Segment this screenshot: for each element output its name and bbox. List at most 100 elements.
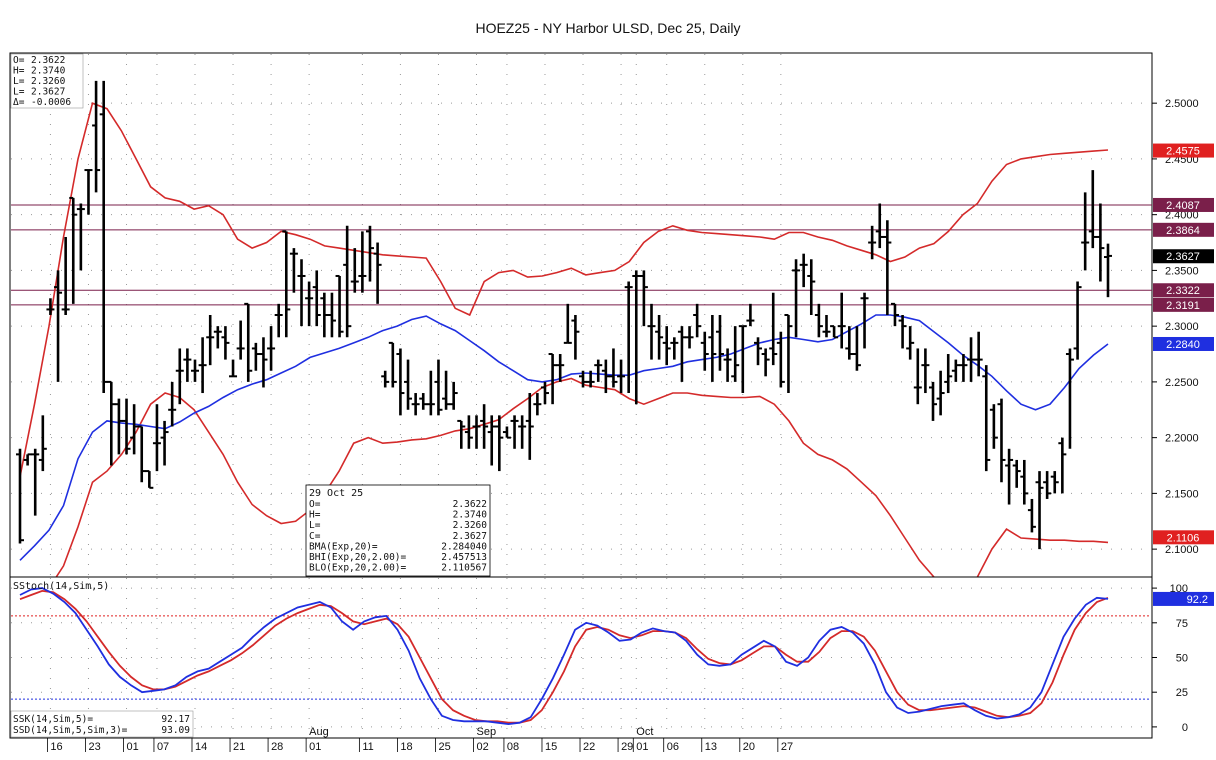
level-tag: [1153, 222, 1214, 237]
ohlc-bar: [746, 303, 755, 327]
price-tick-label: 2.4000: [1165, 210, 1199, 222]
ohlc-bar: [639, 270, 648, 327]
ohlc-bar: [868, 225, 877, 260]
ohlc-bar: [906, 326, 915, 360]
ohlc-bar: [792, 259, 801, 338]
price-tick-label: 2.3500: [1165, 265, 1199, 277]
info-box-frame: [305, 484, 491, 577]
ohlc-bar: [23, 453, 32, 466]
level-tag-label: 2.3191: [1166, 300, 1200, 312]
info-row-label: BHI(Exp,20,2.00)=: [309, 552, 407, 563]
ohlc-bar: [343, 225, 352, 338]
stochastic-panel: SStoch(14,Sim,5) SSK(14,Sim,5)= 92.17 SSD(1…: [9, 576, 1214, 739]
ohlc-bar: [198, 337, 207, 394]
ohlc-bar: [1104, 243, 1112, 298]
stochastic-label: SStoch(14,Sim,5): [13, 581, 109, 592]
ohlc-bar: [1035, 471, 1044, 550]
ohlc-bar: [160, 420, 169, 466]
ohlc-bar: [929, 381, 938, 421]
ohlc-bar: [1073, 281, 1082, 360]
ohlc-bar: [989, 404, 998, 449]
ohlc-bar: [259, 337, 268, 388]
ohlc-bar: [61, 236, 70, 315]
ohlc-bar: [738, 325, 747, 394]
price-tick-label: 2.5000: [1165, 98, 1199, 110]
ohlc-bar: [320, 292, 329, 338]
ohlc-bar: [601, 359, 610, 394]
chart-title: HOEZ25 - NY Harbor ULSD, Dec 25, Daily: [475, 20, 740, 36]
date-tick-label: 13: [705, 741, 717, 753]
info-row-value: 2.3627: [453, 531, 487, 542]
ohlc-bar: [510, 415, 519, 449]
ohlc-bar: [913, 348, 922, 405]
date-tick-label: 23: [88, 741, 100, 753]
value-tag: [1153, 143, 1214, 158]
info-row-label: H=: [309, 510, 321, 521]
ohlc-bar: [335, 274, 344, 338]
ohlc-bar: [571, 315, 580, 360]
lower-band-line: [55, 377, 1109, 577]
info-row-label: BMA(Exp,20)=: [309, 541, 378, 552]
ohlc-bar: [632, 270, 641, 405]
date-tick-label: 22: [583, 741, 595, 753]
ohlc-bar: [381, 370, 390, 388]
ohlc-bar: [609, 348, 618, 388]
month-label: Oct: [636, 726, 653, 738]
ohlc-bar: [1058, 437, 1067, 494]
ohlc-bar: [327, 292, 336, 338]
ohlc-bar: [1027, 498, 1036, 533]
stochastic-tick-label: 50: [1176, 653, 1188, 665]
ohlc-bar: [168, 381, 177, 427]
ohlc-bar: [464, 415, 473, 449]
ohlc-bar: [693, 303, 702, 338]
ohlc-bar: [1020, 459, 1029, 505]
ohlc-bar: [282, 230, 291, 338]
ohlc-bar: [921, 348, 930, 394]
ohlc-bar: [852, 326, 861, 371]
price-tick-label: 2.1500: [1165, 488, 1199, 500]
header-row-label: L=: [13, 76, 25, 87]
date-tick-label: 11: [362, 741, 373, 753]
ohlc-bar: [289, 248, 298, 293]
ohlc-bar: [655, 315, 664, 360]
horizontal-levels: [11, 204, 1152, 306]
level-tag-label: 2.3864: [1166, 225, 1200, 237]
ohlc-bar: [594, 359, 603, 382]
ohlc-bar: [84, 169, 93, 215]
header-row-value: 2.3622: [31, 55, 65, 66]
ohlc-header-box: O= 2.3622 H= 2.3740 L= 2.3260 L= 2.3627 Δ= -0.000…: [10, 53, 84, 109]
info-box: 29 Oct 25O= 2.3622 H= 2.3740 L= 2.3260 C= 2.362…: [305, 484, 491, 577]
ohlc-bar: [419, 393, 428, 410]
value-tag-label: 2.4575: [1166, 146, 1200, 158]
ohlc-bar: [16, 448, 24, 544]
header-row-value: -0.0006: [31, 97, 71, 108]
ohlc-bar: [685, 326, 694, 349]
moving-average-line: [19, 314, 1109, 561]
info-row-label: C=: [309, 531, 321, 542]
stochastic-readout-value: 93.09: [161, 725, 190, 736]
ohlc-bar: [99, 80, 108, 394]
stochastic-value-tag: [1153, 591, 1214, 606]
info-box-date: 29 Oct 25: [309, 488, 363, 499]
ohlc-bar: [229, 359, 238, 378]
ohlc-bar: [807, 259, 816, 315]
ohlc-bar: [297, 259, 306, 327]
ohlc-bar: [586, 370, 595, 388]
ohlc-bar: [145, 470, 154, 489]
ohlc-bar: [708, 315, 717, 382]
ohlc-bar: [487, 415, 496, 466]
ohlc-bar: [1088, 170, 1097, 249]
stochastic-grid: [11, 578, 1151, 737]
ohlc-bar: [677, 326, 686, 382]
ohlc-bar: [305, 281, 314, 327]
info-row-value: 2.110567: [441, 563, 487, 574]
ohlc-bar: [700, 331, 709, 371]
ohlc-bar: [46, 298, 55, 315]
ohlc-bar: [890, 302, 899, 327]
ohlc-bar: [533, 393, 542, 416]
ohlc-bars: [16, 80, 1112, 550]
ohlc-bar: [1043, 471, 1052, 499]
ohlc-bar: [556, 354, 565, 382]
info-row-label: L=: [309, 520, 321, 531]
ohlc-bar: [883, 220, 892, 315]
